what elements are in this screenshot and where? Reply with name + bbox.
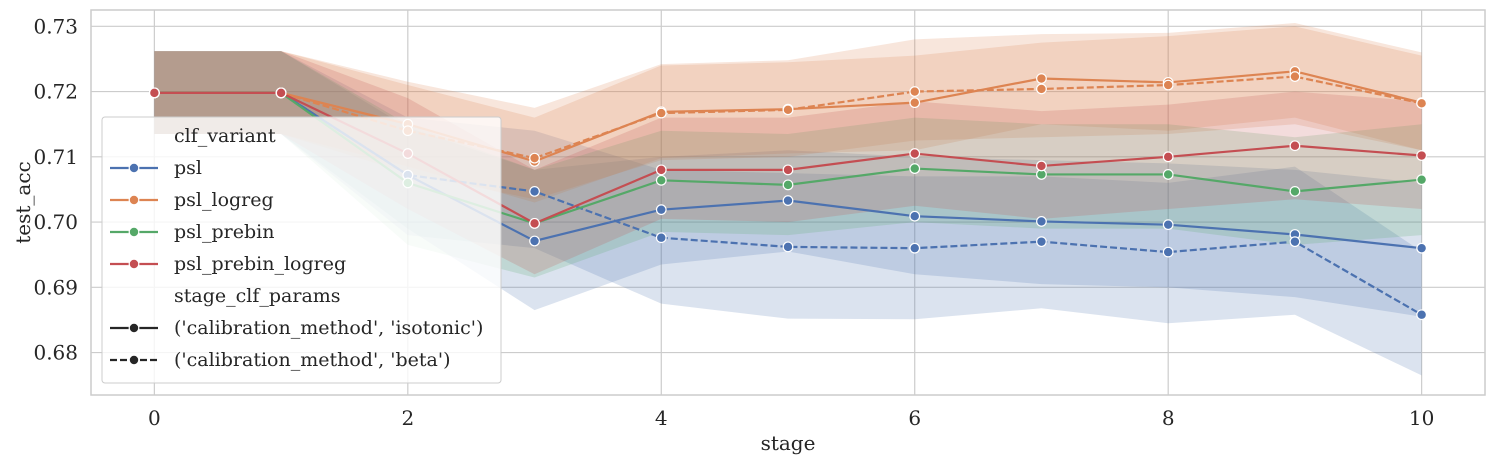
data-point-psl-beta xyxy=(529,186,540,197)
data-point-psl-prebin-logreg-isotonic xyxy=(1289,140,1301,152)
legend-entry-psl-prebin: psl_prebin xyxy=(174,221,274,243)
series-line-psl-beta xyxy=(154,91,1423,316)
series-markers xyxy=(148,65,1428,321)
data-point-psl-isotonic xyxy=(529,235,540,247)
legend-style-marker xyxy=(128,322,140,334)
data-point-psl-prebin-logreg-isotonic xyxy=(655,164,667,176)
x-tick-label: 2 xyxy=(401,406,414,430)
x-tick-label: 4 xyxy=(655,406,668,430)
legend-entry-psl-prebin-logreg: psl_prebin_logreg xyxy=(174,253,346,275)
y-axis-label: test_acc xyxy=(11,161,35,244)
legend-entry-dashed: ('calibration_method', 'beta') xyxy=(174,349,450,371)
data-point-psl-logreg-beta xyxy=(655,107,667,119)
data-point-psl-logreg-beta xyxy=(529,152,540,164)
x-tick-label: 6 xyxy=(908,406,921,430)
data-point-psl-prebin-logreg-isotonic xyxy=(529,217,540,229)
data-point-psl-prebin-isotonic xyxy=(1162,169,1174,180)
data-point-psl-prebin-logreg-isotonic xyxy=(782,164,794,176)
data-point-psl-logreg-beta xyxy=(1162,79,1174,91)
data-point-psl-prebin-isotonic xyxy=(1416,174,1428,186)
legend-style-marker xyxy=(128,354,140,366)
data-point-psl-beta xyxy=(909,242,921,254)
data-point-psl-logreg-beta xyxy=(782,104,794,116)
data-point-psl-prebin-isotonic xyxy=(909,163,921,174)
data-point-psl-logreg-beta xyxy=(1416,97,1428,109)
data-point-psl-logreg-beta xyxy=(1289,71,1301,82)
legend-box xyxy=(101,116,502,384)
data-point-psl-prebin-logreg-isotonic xyxy=(909,148,921,159)
data-point-psl-isotonic xyxy=(1162,219,1174,231)
data-point-psl-beta xyxy=(1416,309,1428,321)
legend-swatch-marker xyxy=(128,162,140,174)
legend-entry-psl-logreg: psl_logreg xyxy=(174,189,274,211)
data-point-psl-beta xyxy=(655,232,667,244)
data-point-psl-isotonic xyxy=(655,204,667,216)
data-point-psl-isotonic xyxy=(782,195,794,206)
data-point-psl-prebin-isotonic xyxy=(1289,186,1301,197)
legend-swatch-marker xyxy=(128,194,140,206)
data-point-psl-prebin-logreg-isotonic xyxy=(1416,150,1428,161)
data-point-psl-logreg-beta xyxy=(1036,83,1047,95)
legend-title-style: stage_clf_params xyxy=(174,285,341,307)
data-point-psl-prebin-logreg-isotonic xyxy=(275,87,287,99)
y-tick-label: 0.71 xyxy=(33,145,78,169)
legend-entry-psl: psl xyxy=(174,157,202,179)
y-tick-label: 0.73 xyxy=(33,14,78,38)
data-point-psl-beta xyxy=(1036,236,1047,248)
y-tick-label: 0.68 xyxy=(33,341,78,365)
plot-frame xyxy=(90,9,1486,396)
data-point-psl-prebin-logreg-isotonic xyxy=(1162,151,1174,163)
data-point-psl-prebin-logreg-isotonic xyxy=(1036,160,1047,172)
data-point-psl-logreg-isotonic xyxy=(1036,73,1047,84)
data-point-psl-prebin-isotonic xyxy=(655,174,667,186)
legend-swatch-marker xyxy=(128,226,140,238)
data-point-psl-isotonic xyxy=(909,210,921,222)
data-point-psl-beta xyxy=(1289,236,1301,248)
tick-labels: 0 2 4 6 8 10 0.68 0.69 0.70 0.71 0.72 0.73 xyxy=(33,14,1434,430)
data-point-psl-logreg-beta xyxy=(909,86,921,97)
legend-title-hue: clf_variant xyxy=(174,125,276,147)
x-tick-label: 0 xyxy=(148,406,161,430)
x-axis-label: stage xyxy=(761,431,816,455)
data-point-psl-logreg-isotonic xyxy=(909,97,921,109)
data-point-psl-prebin-isotonic xyxy=(782,179,794,191)
y-tick-label: 0.69 xyxy=(33,275,78,299)
data-point-psl-beta xyxy=(782,241,794,253)
data-point-psl-beta xyxy=(1162,246,1174,258)
legend-swatch-marker xyxy=(128,258,140,270)
x-tick-label: 10 xyxy=(1409,406,1434,430)
data-point-psl-isotonic xyxy=(1036,216,1047,227)
y-tick-label: 0.72 xyxy=(33,80,78,104)
data-point-psl-isotonic xyxy=(1416,242,1428,254)
data-point-psl-prebin-logreg-isotonic xyxy=(148,87,160,99)
x-tick-label: 8 xyxy=(1162,406,1175,430)
y-tick-label: 0.70 xyxy=(33,210,78,234)
legend-entry-solid: ('calibration_method', 'isotonic') xyxy=(174,317,483,339)
